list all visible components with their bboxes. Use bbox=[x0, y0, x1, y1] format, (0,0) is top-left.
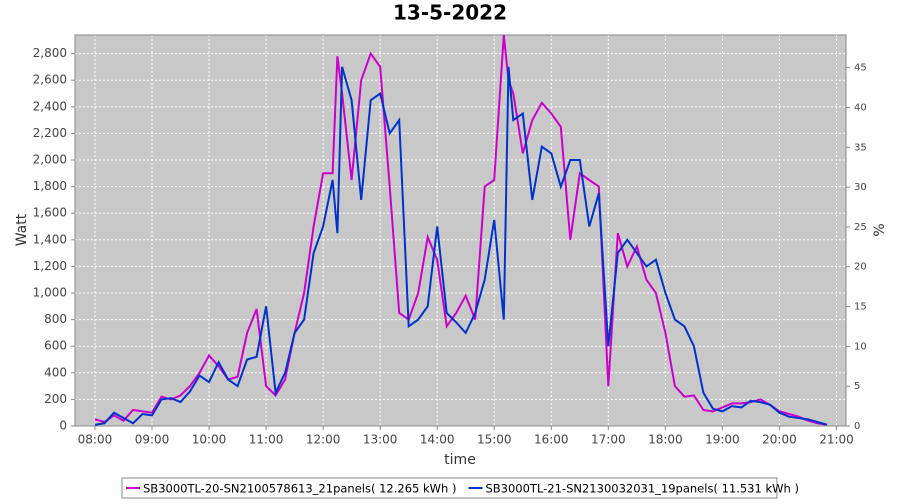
y2-axis-label: % bbox=[872, 223, 888, 236]
y-tick-label: 2,200 bbox=[33, 126, 67, 140]
x-tick-label: 21:00 bbox=[819, 433, 854, 447]
y-tick-label: 400 bbox=[44, 365, 67, 379]
y-tick-label: 800 bbox=[44, 312, 67, 326]
y2-tick-label: 25 bbox=[854, 222, 867, 233]
y-tick-label: 1,000 bbox=[33, 286, 67, 300]
x-tick-label: 17:00 bbox=[591, 433, 626, 447]
legend bbox=[121, 477, 778, 499]
legend-label: SB3000TL-21-SN2130032031_19panels( 11.53… bbox=[485, 482, 798, 496]
x-tick-label: 20:00 bbox=[762, 433, 797, 447]
y-tick-label: 2,000 bbox=[33, 153, 67, 167]
y-tick-label: 1,800 bbox=[33, 179, 67, 193]
plot-border bbox=[74, 34, 847, 427]
y-tick-label: 0 bbox=[59, 419, 67, 433]
y-tick-label: 1,200 bbox=[33, 259, 67, 273]
x-tick-label: 13:00 bbox=[363, 433, 398, 447]
legend-label: SB3000TL-20-SN2100578613_21panels( 12.26… bbox=[143, 482, 456, 496]
y2-tick-label: 5 bbox=[854, 381, 860, 392]
y-tick-label: 1,400 bbox=[33, 232, 67, 246]
y2-tick-label: 15 bbox=[854, 302, 867, 313]
x-tick-label: 08:00 bbox=[78, 433, 113, 447]
x-tick-label: 09:00 bbox=[135, 433, 170, 447]
y2-tick-label: 30 bbox=[854, 182, 867, 193]
y-tick-label: 2,400 bbox=[33, 99, 67, 113]
y-axis-label: Watt bbox=[14, 213, 30, 246]
x-tick-label: 19:00 bbox=[705, 433, 740, 447]
x-tick-label: 10:00 bbox=[192, 433, 227, 447]
x-tick-label: 14:00 bbox=[420, 433, 455, 447]
y2-tick-label: 0 bbox=[854, 421, 860, 432]
y-tick-label: 2,800 bbox=[33, 46, 67, 60]
x-tick-label: 16:00 bbox=[534, 433, 569, 447]
x-axis-label: time bbox=[444, 452, 476, 468]
y-tick-label: 200 bbox=[44, 392, 67, 406]
series-line bbox=[94, 66, 828, 426]
y2-tick-label: 20 bbox=[854, 262, 867, 273]
x-tick-label: 15:00 bbox=[477, 433, 512, 447]
y-tick-label: 600 bbox=[44, 339, 67, 353]
plot-area bbox=[75, 35, 846, 426]
y2-tick-label: 45 bbox=[854, 63, 867, 74]
chart-title: 13-5-2022 bbox=[393, 1, 507, 25]
y2-tick-label: 10 bbox=[854, 341, 867, 352]
series-line bbox=[94, 34, 828, 426]
y2-tick-label: 35 bbox=[854, 142, 867, 153]
y-tick-label: 2,600 bbox=[33, 73, 67, 87]
y-tick-label: 1,600 bbox=[33, 206, 67, 220]
x-tick-label: 18:00 bbox=[648, 433, 683, 447]
x-tick-label: 11:00 bbox=[249, 433, 284, 447]
x-tick-label: 12:00 bbox=[306, 433, 341, 447]
y2-tick-label: 40 bbox=[854, 102, 867, 113]
